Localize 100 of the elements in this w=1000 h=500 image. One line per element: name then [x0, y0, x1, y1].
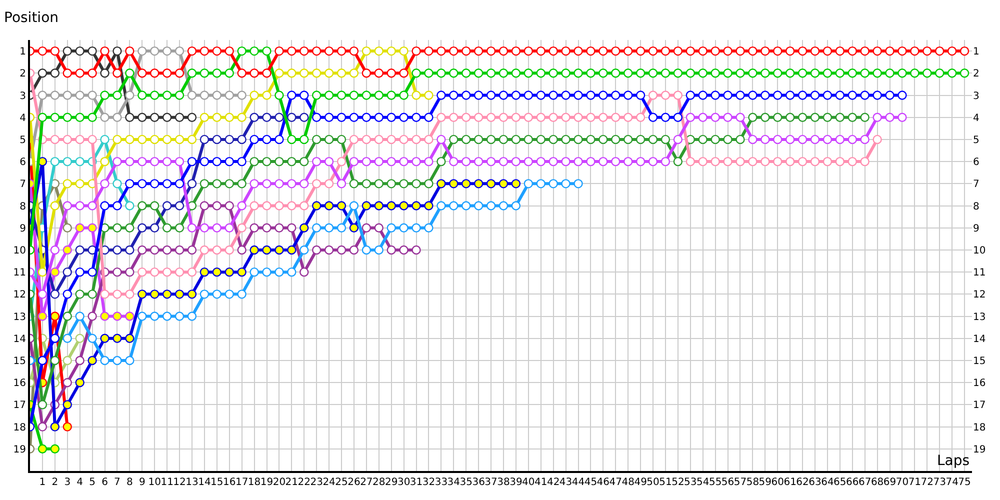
y2-tick-label: 3 — [973, 90, 980, 102]
x-tick-label: 29 — [384, 477, 398, 488]
x-tick-label: 1 — [39, 477, 46, 488]
y2-tick-label: 9 — [973, 223, 980, 234]
x-tick-label: 3 — [64, 477, 71, 488]
x-tick-label: 51 — [659, 477, 672, 488]
x-tick-label: 5 — [89, 477, 96, 488]
x-tick-label: 15 — [210, 477, 224, 488]
x-tick-label: 49 — [634, 477, 647, 488]
x-axis-title: Laps — [937, 453, 970, 469]
x-tick-label: 50 — [646, 477, 660, 488]
y-tick-label: 2 — [20, 68, 26, 80]
y2-tick-label: 7 — [973, 179, 980, 190]
x-tick-label: 13 — [186, 477, 198, 488]
x-tick-label: 75 — [958, 477, 971, 488]
x-tick-label: 9 — [138, 477, 146, 488]
x-tick-label: 45 — [584, 477, 598, 488]
y2-tick-label: 18 — [973, 422, 986, 434]
x-tick-label: 28 — [372, 477, 386, 488]
y-tick-label: 13 — [13, 312, 26, 323]
y-tick-label: 12 — [13, 290, 26, 301]
y2-tick-label: 2 — [973, 68, 980, 80]
x-tick-label: 44 — [572, 477, 585, 488]
y-tick-label: 10 — [13, 245, 26, 256]
x-tick-label: 12 — [173, 477, 186, 488]
x-tick-label: 37 — [484, 477, 498, 488]
y-tick-label: 9 — [20, 223, 26, 234]
y2-tick-label: 17 — [973, 400, 986, 412]
y-tick-label: 6 — [20, 157, 26, 168]
x-tick-label: 35 — [460, 477, 472, 488]
x-tick-label: 71 — [908, 477, 922, 488]
x-tick-label: 21 — [285, 477, 298, 488]
x-tick-label: 6 — [102, 477, 108, 488]
x-tick-label: 70 — [896, 477, 909, 488]
x-tick-label: 30 — [397, 477, 410, 488]
x-tick-label: 54 — [696, 477, 710, 488]
x-tick-label: 73 — [933, 477, 946, 488]
y2-tick-label: 6 — [973, 157, 980, 168]
x-tick-label: 16 — [223, 477, 236, 488]
x-tick-label: 46 — [596, 477, 610, 488]
y2-tick-label: 11 — [973, 268, 986, 279]
x-tick-label: 59 — [758, 477, 772, 488]
x-tick-label: 7 — [114, 477, 120, 488]
x-tick-label: 56 — [721, 477, 734, 488]
y-tick-label: 8 — [20, 201, 26, 212]
y-tick-label: 19 — [13, 444, 26, 456]
x-tick-label: 41 — [534, 477, 548, 488]
x-tick-label: 31 — [410, 477, 423, 488]
x-tick-label: 8 — [126, 477, 133, 488]
y-tick-label: 7 — [20, 179, 26, 190]
x-tick-label: 74 — [946, 477, 958, 488]
y-tick-label: 18 — [13, 422, 26, 434]
x-tick-label: 65 — [834, 477, 846, 488]
x-tick-label: 64 — [821, 477, 834, 488]
x-tick-label: 27 — [360, 477, 373, 488]
x-tick-label: 40 — [522, 477, 535, 488]
x-tick-label: 2 — [52, 477, 58, 488]
y-tick-label: 4 — [20, 112, 26, 124]
x-tick-label: 24 — [322, 477, 336, 488]
x-tick-label: 39 — [510, 477, 522, 488]
x-tick-label: 72 — [920, 477, 934, 488]
y2-tick-label: 14 — [973, 334, 986, 345]
x-tick-label: 52 — [672, 477, 684, 488]
x-tick-label: 48 — [622, 477, 634, 488]
x-tick-label: 47 — [609, 477, 622, 488]
x-tick-label: 17 — [235, 477, 248, 488]
y2-tick-label: 19 — [973, 444, 986, 456]
x-tick-label: 33 — [434, 477, 448, 488]
x-tick-label: 32 — [422, 477, 436, 488]
y-tick-label: 11 — [13, 268, 26, 279]
x-tick-label: 10 — [148, 477, 161, 488]
x-tick-label: 14 — [198, 477, 211, 488]
x-tick-label: 55 — [708, 477, 722, 488]
x-tick-label: 69 — [883, 477, 896, 488]
y-tick-label: 17 — [13, 400, 26, 412]
y2-tick-label: 5 — [973, 134, 980, 146]
x-tick-label: 60 — [771, 477, 784, 488]
x-tick-label: 18 — [248, 477, 261, 488]
y2-tick-label: 4 — [973, 112, 980, 124]
y-tick-label: 3 — [20, 90, 26, 102]
x-tick-label: 36 — [472, 477, 485, 488]
x-tick-label: 53 — [684, 477, 697, 488]
x-tick-label: 63 — [808, 477, 822, 488]
x-tick-label: 68 — [870, 477, 884, 488]
y2-tick-label: 16 — [973, 378, 986, 390]
x-tick-label: 57 — [734, 477, 747, 488]
y2-tick-label: 1 — [973, 46, 980, 58]
x-tick-label: 4 — [76, 477, 84, 488]
x-tick-label: 42 — [546, 477, 560, 488]
y-axis-title: Position — [4, 10, 59, 26]
x-tick-label: 62 — [796, 477, 809, 488]
x-tick-label: 61 — [784, 477, 796, 488]
x-tick-label: 22 — [298, 477, 310, 488]
x-tick-label: 11 — [160, 477, 174, 488]
x-tick-label: 58 — [746, 477, 760, 488]
x-tick-label: 34 — [447, 477, 460, 488]
x-tick-label: 23 — [310, 477, 323, 488]
x-tick-label: 19 — [260, 477, 274, 488]
x-tick-label: 67 — [858, 477, 872, 488]
y-tick-label: 1 — [20, 46, 26, 58]
